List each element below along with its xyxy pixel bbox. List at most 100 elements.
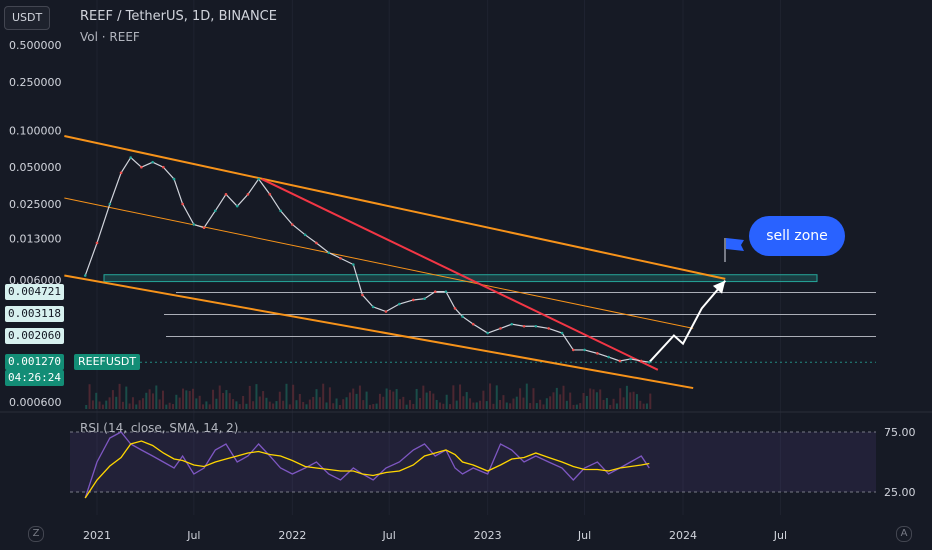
volume-bar [418,398,421,409]
volume-bar [398,399,401,409]
volume-bar [485,401,488,409]
price-point [327,251,331,254]
volume-bar [145,392,148,409]
rsi-pane: 75.00 25.00 [70,426,916,499]
countdown-tag: 04:26:24 [5,370,64,386]
volume-bar [222,392,225,409]
volume-bar [192,388,195,409]
volume-bar [252,401,255,409]
price-point [433,290,437,293]
volume-bar [295,400,298,409]
volume-bar [232,399,235,409]
symbol-tag: REEFUSDT [74,354,141,370]
price-point [129,156,133,159]
volume-bar [182,388,185,409]
x-tick-label: 2022 [278,529,306,542]
volume-bar [302,401,305,409]
descending-channel [64,135,726,390]
volume-bar [318,397,321,409]
y-tick-label: 0.025000 [9,198,62,211]
price-point [583,348,586,352]
rsi-band-label: 25.00 [884,486,916,499]
volume-bar [258,396,261,409]
volume-bar [462,396,465,409]
price-point [257,177,260,181]
volume-bar [305,404,308,409]
volume-label[interactable]: Vol · REEF [80,30,140,44]
volume-bar [459,384,462,409]
price-point [192,223,196,226]
volume-bar [342,399,345,409]
volume-bar [115,396,118,409]
rsi-ma-line [84,440,650,499]
symbol-title[interactable]: REEF / TetherUS, 1D, BINANCE [80,9,277,24]
price-point [486,331,489,335]
volume-bar [355,393,358,409]
x-tick-label: 2023 [474,529,502,542]
volume-bar [509,403,512,409]
volume-bar [245,403,248,409]
volume-bar [429,390,432,409]
price-point [140,165,143,169]
volume-bar [328,387,331,409]
volume-bar [432,393,435,409]
price-point [411,298,415,302]
volume-bar [632,391,635,409]
volume-bar [569,392,572,409]
volume-bar [515,396,518,409]
price-tag-level-3: 0.002060 [5,328,64,344]
volume-bar [348,392,351,409]
price-point [522,324,526,328]
volume-bar [292,384,295,409]
volume-bar [288,404,291,409]
price-point [339,256,342,260]
volume-bar [358,385,361,409]
volume-bar [475,402,478,409]
volume-bar [158,399,161,409]
volume-bar [208,404,211,409]
volume-bar [111,390,114,409]
volume-bar [175,394,178,409]
volume-bar [545,398,548,409]
y-tick-label: 0.250000 [9,76,62,89]
volume-bar [238,404,241,409]
price-point [461,315,464,318]
price-point [119,171,123,175]
volume-bar [549,396,552,409]
volume-bar [495,385,498,409]
volume-bar [165,404,168,409]
volume-bar [415,388,418,409]
projection-arrow-path [648,280,727,363]
volume-bar [202,404,205,409]
volume-bar [101,404,104,409]
sell-zone-callout[interactable]: sell zone [749,216,845,256]
time-axis: 2021 Jul 2022 Jul 2023 Jul 2024 Jul [83,529,787,542]
x-tick-label: 2024 [669,529,697,542]
volume-bar [88,384,91,409]
zoom-toggle-button[interactable]: Z [28,526,44,542]
auto-scale-button[interactable]: A [896,526,912,542]
volume-bar [322,383,325,409]
rsi-label[interactable]: RSI (14, close, SMA, 14, 2) [80,421,239,435]
volume-bar [635,394,638,409]
volume-bar [519,388,522,409]
volume-bar [128,403,131,409]
x-tick-label: Jul [186,529,200,542]
volume-bar [215,398,218,409]
volume-bar [185,390,188,409]
currency-button[interactable]: USDT [4,6,51,30]
volume-bar [465,392,468,409]
volume-bar [135,404,138,409]
price-point [224,193,228,196]
volume-bar [212,389,215,409]
volume-bar [225,390,228,409]
volume-bar [575,404,578,409]
price-tag-level-1: 0.004721 [5,284,64,300]
chart-header: USDT REEF / TetherUS, 1D, BINANCE [0,0,932,30]
price-point [371,305,375,309]
volume-bar [312,396,315,409]
channel-lower-line [64,274,694,390]
volume-bar [178,397,181,409]
volume-bar [422,385,425,409]
volume-bar [362,400,365,409]
